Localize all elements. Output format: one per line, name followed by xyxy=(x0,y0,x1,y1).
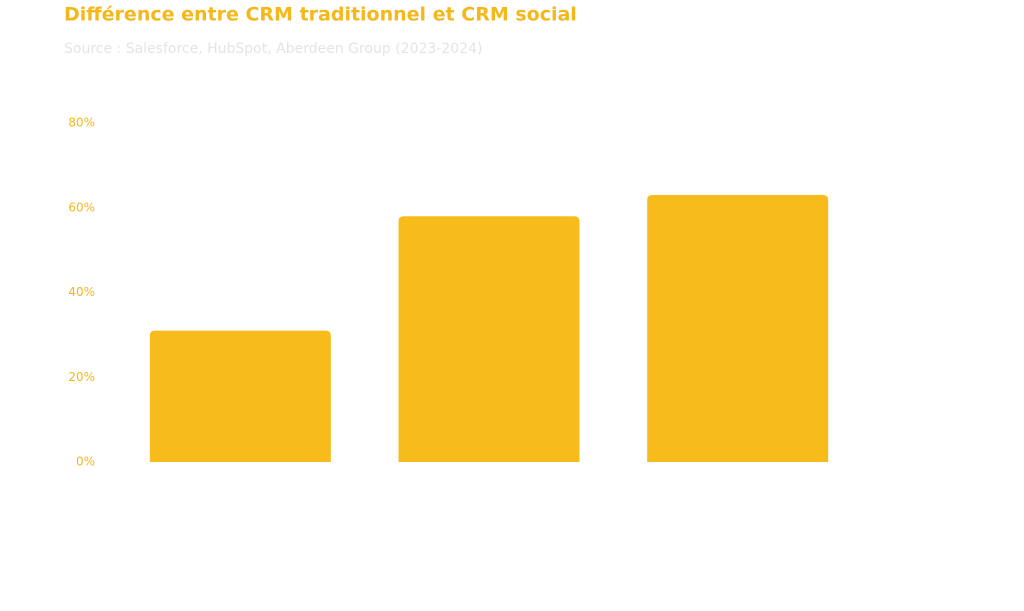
y-tick-label: 80% xyxy=(68,116,95,130)
y-tick-label: 0% xyxy=(76,455,95,469)
bar xyxy=(398,216,580,462)
bar xyxy=(647,195,829,462)
y-tick-label: 20% xyxy=(68,370,95,384)
chart-title: Différence entre CRM traditionnel et CRM… xyxy=(64,4,577,26)
y-tick-label: 60% xyxy=(68,200,95,214)
y-tick-label: 40% xyxy=(68,285,95,299)
bar xyxy=(149,330,331,462)
chart-subtitle: Source : Salesforce, HubSpot, Aberdeen G… xyxy=(64,41,482,57)
